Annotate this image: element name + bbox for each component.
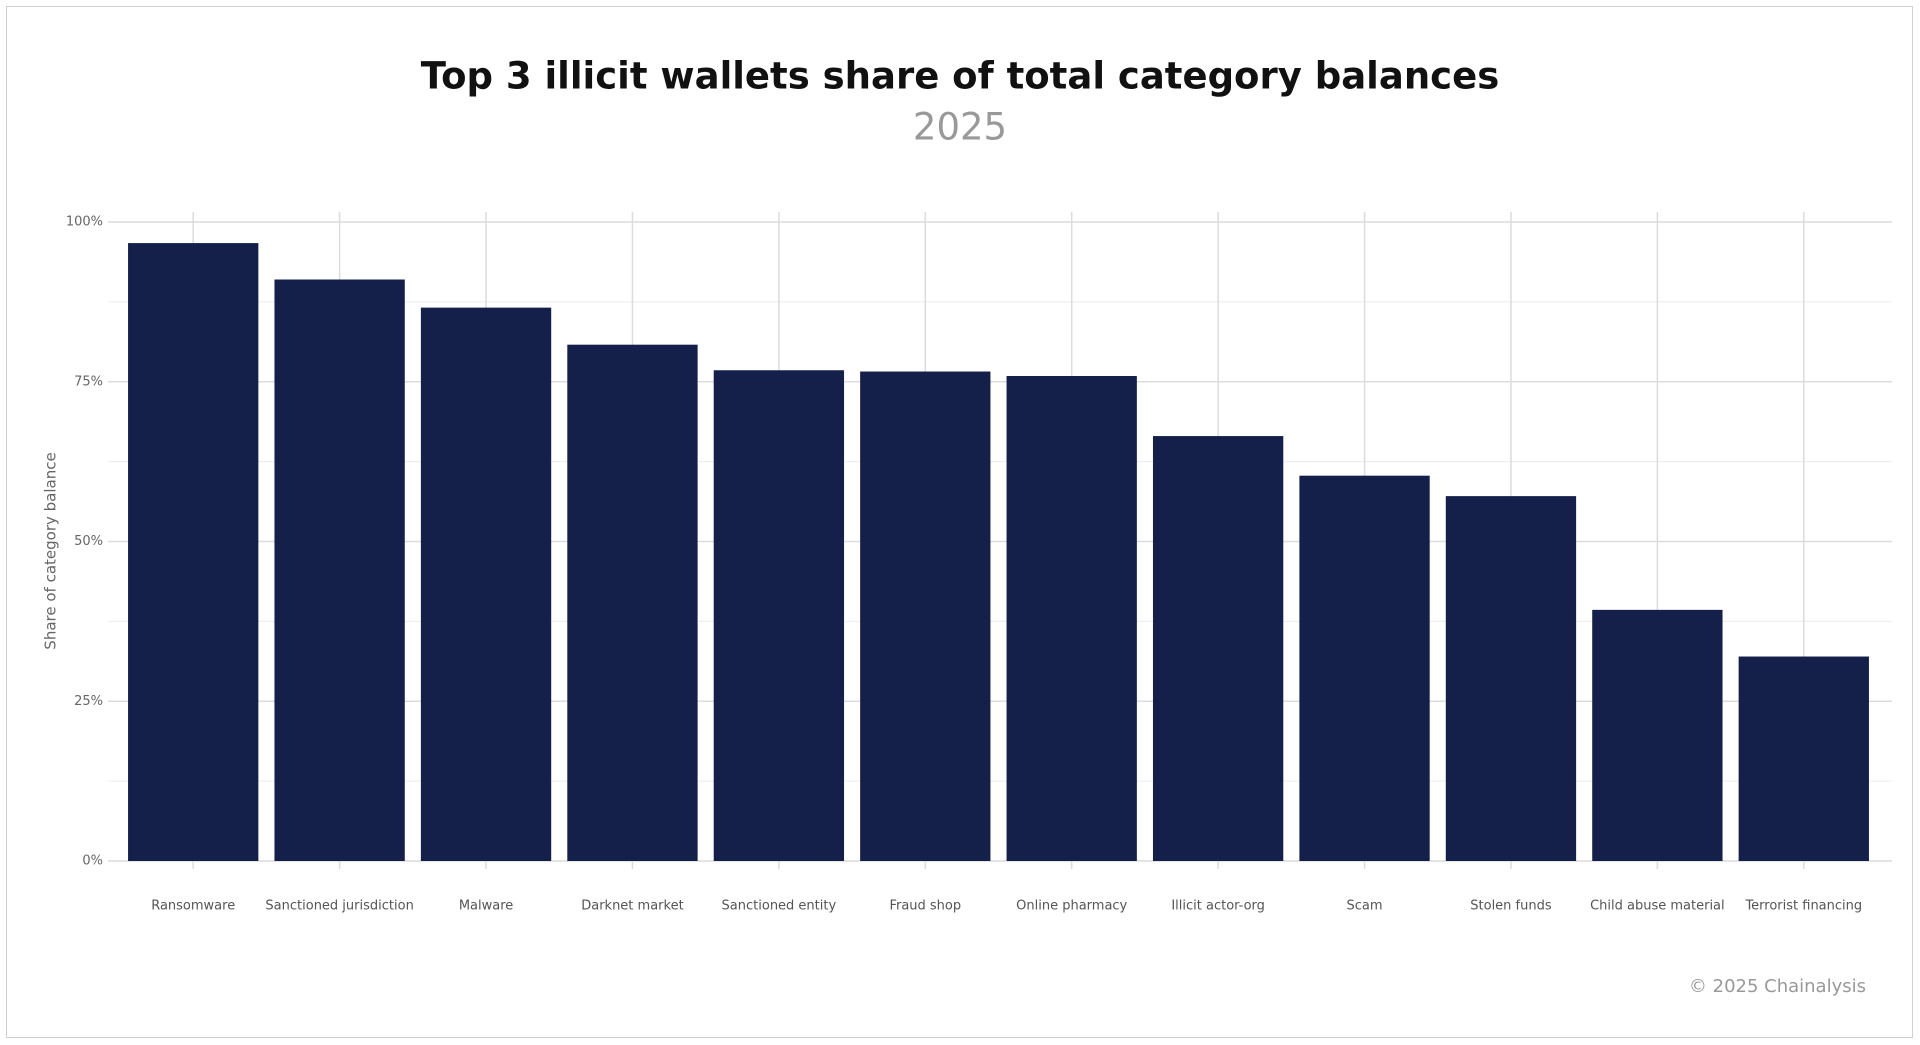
- bar: [1592, 609, 1723, 861]
- chart-subtitle: 2025: [913, 106, 1007, 149]
- x-tick-label: Stolen funds: [1470, 899, 1552, 914]
- bar: [567, 344, 698, 861]
- source: © 2025 Chainalysis: [1689, 976, 1866, 997]
- bar: [1299, 475, 1430, 861]
- x-tick-label: Malware: [459, 899, 513, 914]
- x-tick-label: Online pharmacy: [1016, 899, 1127, 914]
- bar: [1445, 496, 1577, 861]
- x-tick-label: Sanctioned entity: [722, 899, 837, 914]
- x-tick-label: Ransomware: [151, 899, 235, 914]
- y-tick-label: 50%: [74, 534, 103, 549]
- bar: [1738, 656, 1869, 861]
- x-tick-label: Illicit actor-org: [1171, 899, 1265, 914]
- bar: [1152, 436, 1284, 861]
- x-tick-label: Child abuse material: [1590, 899, 1725, 914]
- bar: [1006, 375, 1137, 861]
- y-tick-label: 0%: [82, 854, 103, 869]
- y-axis-label: Share of category balance: [42, 452, 60, 649]
- bar: [128, 243, 259, 861]
- x-tick-label: Darknet market: [581, 899, 683, 914]
- bar: [274, 279, 405, 861]
- bar: [420, 307, 552, 862]
- chart-title: Top 3 illicit wallets share of total cat…: [421, 55, 1499, 98]
- x-tick-label: Sanctioned jurisdiction: [265, 899, 413, 914]
- y-tick-label: 25%: [74, 694, 103, 709]
- x-tick-label: Fraud shop: [889, 899, 961, 914]
- y-tick-label: 75%: [74, 374, 103, 389]
- bar: [713, 370, 845, 861]
- bar: [860, 371, 991, 861]
- x-tick-label: Terrorist financing: [1744, 899, 1862, 914]
- y-tick-label: 100%: [66, 215, 103, 230]
- x-tick-label: Scam: [1347, 899, 1383, 914]
